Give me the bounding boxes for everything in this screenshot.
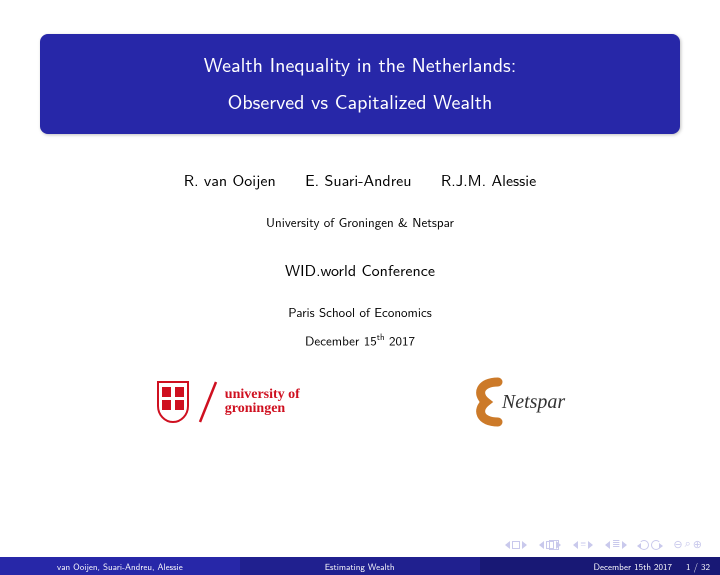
date-year: 2017 <box>385 331 415 350</box>
footer-right: December 15th 2017 1 / 32 <box>480 557 720 575</box>
conference: WID.world Conference <box>0 258 720 281</box>
nav-slide-group[interactable] <box>505 541 527 549</box>
nav-back-forward-group[interactable] <box>639 540 661 550</box>
zoom-out-icon[interactable]: ⊖ <box>673 538 682 551</box>
affiliation: University of Groningen & Netspar <box>0 213 720 232</box>
author-3: R.J.M. Alessie <box>441 168 536 191</box>
next-slide-icon[interactable] <box>522 541 527 549</box>
prev-slide-icon[interactable] <box>505 541 510 549</box>
footer-date: December 15th 2017 <box>593 560 672 573</box>
nav-frame-group[interactable] <box>539 541 561 549</box>
content-area: R. van Ooijen E. Suari-Andreu R.J.M. Ale… <box>0 168 720 428</box>
authors-line: R. van Ooijen E. Suari-Andreu R.J.M. Ale… <box>0 168 720 191</box>
next-section-icon[interactable] <box>622 541 627 549</box>
footer-page: 1 / 32 <box>686 560 710 573</box>
logos-row: university of groningen Netspar <box>0 376 720 428</box>
back-icon[interactable] <box>639 540 649 550</box>
frame-icon[interactable] <box>546 541 554 549</box>
zoom-in-icon[interactable]: ⊕ <box>693 538 702 551</box>
netspar-wordmark: Netspar <box>502 391 565 414</box>
title-block: Wealth Inequality in the Netherlands: Ob… <box>40 34 680 134</box>
footer-authors: van Ooijen, Suari-Andreu, Alessie <box>0 557 240 575</box>
prev-subsection-icon[interactable] <box>573 541 578 549</box>
author-1: R. van Ooijen <box>184 168 276 191</box>
rug-crest-icon <box>155 380 191 424</box>
title-line-1: Wealth Inequality in the Netherlands: <box>60 50 660 79</box>
footer-title: Estimating Wealth <box>240 557 480 575</box>
nav-zoom-group[interactable]: ⊖ ⌕ ⊕ <box>673 538 702 551</box>
search-icon[interactable]: ⌕ <box>685 538 691 551</box>
netspar-logo: Netspar <box>470 376 565 428</box>
presentation-date: December 15th 2017 <box>0 330 720 350</box>
forward-icon[interactable] <box>651 540 661 550</box>
rug-slash-icon <box>197 380 219 424</box>
prev-section-icon[interactable] <box>605 541 610 549</box>
prev-frame-icon[interactable] <box>539 541 544 549</box>
date-prefix: December 15 <box>305 331 377 350</box>
rug-wordmark: university of groningen <box>225 388 300 417</box>
footer-bar: van Ooijen, Suari-Andreu, Alessie Estima… <box>0 557 720 575</box>
slide-icon[interactable] <box>512 541 520 549</box>
beamer-nav-symbols: ≡ ≣ ⊖ ⌕ ⊕ <box>505 538 702 551</box>
rug-text-line1: university of <box>225 388 300 403</box>
rug-text-line2: groningen <box>225 402 300 417</box>
title-line-2: Observed vs Capitalized Wealth <box>60 87 660 116</box>
date-ordinal: th <box>377 330 385 343</box>
university-of-groningen-logo: university of groningen <box>155 380 300 424</box>
next-subsection-icon[interactable] <box>588 541 593 549</box>
author-2: E. Suari-Andreu <box>305 168 411 191</box>
venue: Paris School of Economics <box>0 303 720 322</box>
